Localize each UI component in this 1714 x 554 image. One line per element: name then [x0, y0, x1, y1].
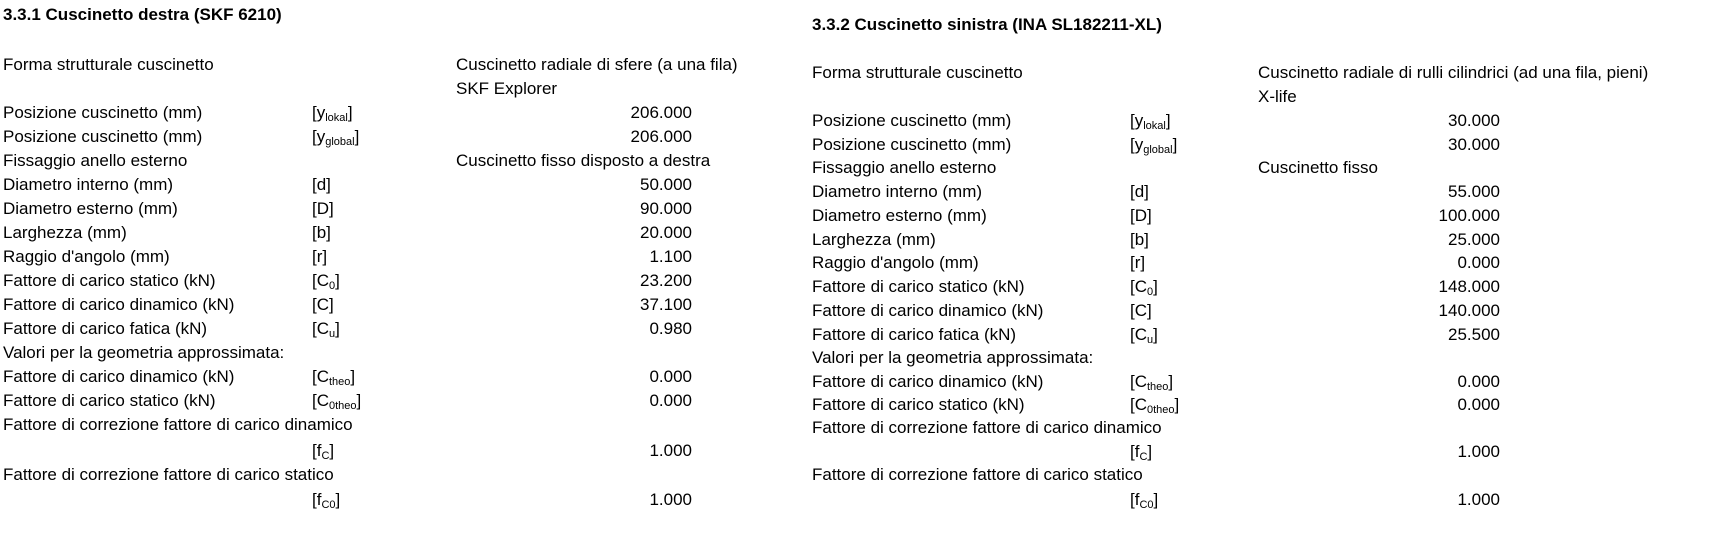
param-label: Fattore di carico statico (kN)	[3, 271, 216, 290]
param-value: 1.000	[1457, 490, 1500, 509]
param-label: Fattore di carico statico (kN)	[812, 277, 1025, 296]
param-label: Larghezza (mm)	[3, 223, 127, 242]
param-symbol: [ylokal]	[1130, 111, 1171, 132]
param-value: 25.000	[1448, 230, 1500, 249]
param-label: Posizione cuscinetto (mm)	[3, 103, 203, 122]
param-label: Fattore di carico fatica (kN)	[812, 325, 1017, 344]
approx-geometry-heading: Valori per la geometria approssimata:	[812, 348, 1094, 367]
param-label: Fattore di correzione fattore di carico …	[812, 465, 1143, 484]
param-symbol: [d]	[312, 175, 331, 194]
param-label: Fattore di carico statico (kN)	[3, 391, 216, 410]
param-symbol: [Cu]	[312, 319, 340, 340]
param-symbol: [D]	[1130, 206, 1152, 225]
param-symbol: [ylokal]	[312, 103, 353, 124]
param-symbol: [C]	[312, 295, 334, 314]
param-value: 90.000	[640, 199, 692, 218]
param-text-value: Cuscinetto fisso	[1258, 158, 1378, 177]
param-label: Fattore di correzione fattore di carico …	[3, 415, 353, 434]
param-label: Fattore di carico dinamico (kN)	[3, 295, 235, 314]
param-label: Fattore di carico dinamico (kN)	[812, 301, 1044, 320]
param-symbol: [C0theo]	[1130, 395, 1180, 416]
param-label: Fattore di carico fatica (kN)	[3, 319, 208, 338]
param-symbol: [D]	[312, 199, 334, 218]
param-symbol: [C0theo]	[312, 391, 362, 412]
param-symbol: [d]	[1130, 182, 1149, 201]
param-label: Fattore di correzione fattore di carico …	[812, 418, 1162, 437]
row-text-value: SKF Explorer	[456, 79, 558, 98]
param-label: Diametro interno (mm)	[3, 175, 174, 194]
param-symbol: [C0]	[1130, 277, 1158, 298]
param-value: 20.000	[640, 223, 692, 242]
param-value: 0.000	[1457, 253, 1500, 272]
row-text-value: Cuscinetto radiale di rulli cilindrici (…	[1258, 63, 1649, 82]
param-value: 100.000	[1438, 206, 1500, 225]
param-text-value: Cuscinetto fisso disposto a destra	[456, 151, 711, 170]
param-label: Fissaggio anello esterno	[812, 158, 997, 177]
param-label: Fissaggio anello esterno	[3, 151, 188, 170]
param-value: 1.000	[1457, 442, 1500, 461]
param-symbol: [Ctheo]	[312, 367, 356, 388]
param-value: 1.000	[649, 490, 692, 509]
param-label: Raggio d'angolo (mm)	[812, 253, 979, 272]
section-title: 3.3.2 Cuscinetto sinistra (INA SL182211-…	[812, 15, 1162, 34]
param-value: 206.000	[630, 103, 692, 122]
param-value: 30.000	[1448, 111, 1500, 130]
param-value: 0.980	[649, 319, 692, 338]
param-value: 0.000	[649, 391, 692, 410]
approx-geometry-heading: Valori per la geometria approssimata:	[3, 343, 285, 362]
param-value: 140.000	[1438, 301, 1500, 320]
param-value: 30.000	[1448, 135, 1500, 154]
param-value: 23.200	[640, 271, 692, 290]
param-value: 50.000	[640, 175, 692, 194]
param-symbol: [b]	[312, 223, 331, 242]
param-symbol: [Cu]	[1130, 325, 1158, 346]
param-label: Posizione cuscinetto (mm)	[812, 111, 1012, 130]
param-label: Fattore di carico statico (kN)	[812, 395, 1025, 414]
param-label: Diametro interno (mm)	[812, 182, 983, 201]
row-text-value: Cuscinetto radiale di sfere (a una fila)	[456, 55, 738, 74]
param-value: 37.100	[640, 295, 692, 314]
row-text-value: X-life	[1258, 87, 1297, 106]
param-symbol: [C0]	[312, 271, 340, 292]
param-symbol: [yglobal]	[1130, 135, 1178, 156]
param-symbol: [r]	[1130, 253, 1146, 272]
param-value: 1.000	[649, 441, 692, 460]
param-value: 55.000	[1448, 182, 1500, 201]
section-title: 3.3.1 Cuscinetto destra (SKF 6210)	[3, 5, 282, 24]
param-label: Raggio d'angolo (mm)	[3, 247, 170, 266]
param-symbol: [Ctheo]	[1130, 372, 1174, 393]
param-value: 1.100	[649, 247, 692, 266]
param-value: 0.000	[649, 367, 692, 386]
param-label: Diametro esterno (mm)	[3, 199, 178, 218]
param-label: Larghezza (mm)	[812, 230, 936, 249]
param-symbol: [fC0]	[312, 490, 341, 511]
param-symbol: [b]	[1130, 230, 1149, 249]
param-label: Fattore di carico dinamico (kN)	[3, 367, 235, 386]
param-symbol: [r]	[312, 247, 328, 266]
param-label: Diametro esterno (mm)	[812, 206, 987, 225]
param-label: Fattore di correzione fattore di carico …	[3, 465, 334, 484]
param-label: Posizione cuscinetto (mm)	[3, 127, 203, 146]
param-symbol: [yglobal]	[312, 127, 360, 148]
param-symbol: [C]	[1130, 301, 1152, 320]
param-symbol: [fC]	[312, 441, 335, 462]
param-symbol: [fC0]	[1130, 490, 1159, 511]
param-value: 206.000	[630, 127, 692, 146]
param-label: Posizione cuscinetto (mm)	[812, 135, 1012, 154]
param-value: 0.000	[1457, 372, 1500, 391]
param-value: 148.000	[1438, 277, 1500, 296]
param-value: 25.500	[1448, 325, 1500, 344]
row-label: Forma strutturale cuscinetto	[3, 55, 214, 74]
row-label: Forma strutturale cuscinetto	[812, 63, 1023, 82]
param-value: 0.000	[1457, 395, 1500, 414]
param-symbol: [fC]	[1130, 442, 1153, 463]
param-label: Fattore di carico dinamico (kN)	[812, 372, 1044, 391]
